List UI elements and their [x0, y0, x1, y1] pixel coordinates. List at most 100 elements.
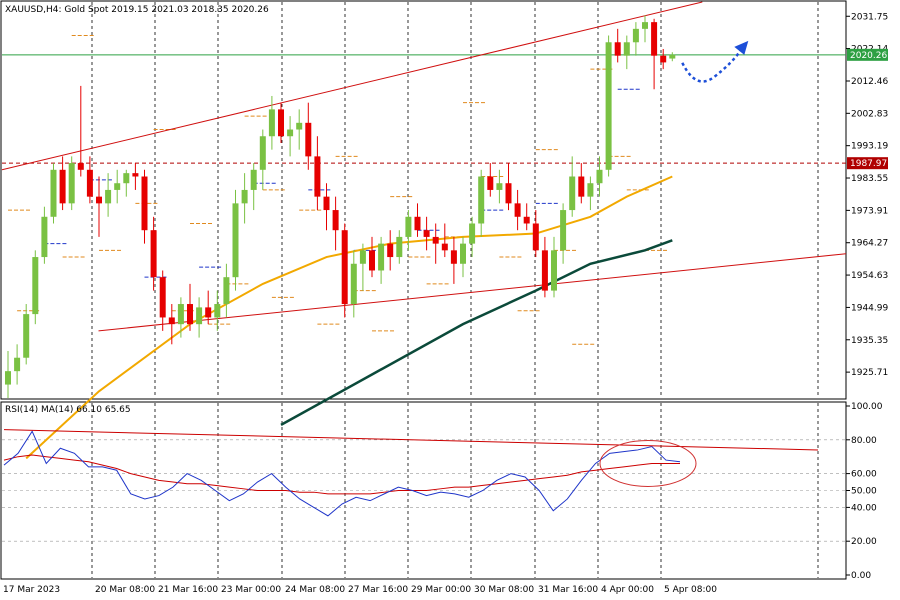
x-tick-label: 17 Mar 2023 — [3, 585, 60, 595]
candle-body — [341, 230, 348, 305]
rsi-y-tick-label: 80.00 — [851, 436, 877, 446]
rsi-y-tick-label: 0.00 — [851, 571, 871, 581]
y-tick-label: 1935.35 — [851, 336, 888, 346]
y-tick-label: 1954.63 — [851, 271, 888, 281]
candle-body — [441, 243, 448, 251]
candle-body — [14, 357, 21, 372]
candle-body — [578, 176, 585, 197]
x-tick-label: 24 Mar 08:00 — [285, 585, 345, 595]
candle-body — [23, 314, 30, 358]
candle-body — [5, 371, 11, 385]
channel-upper-line — [1, 1, 703, 171]
rsi-line — [3, 430, 681, 517]
level-price-box — [847, 157, 888, 170]
candle-body — [660, 55, 667, 63]
x-tick-label: 4 Apr 00:00 — [601, 585, 654, 595]
rsi-y-tick-label: 60.00 — [851, 470, 877, 480]
candle-body — [86, 169, 93, 197]
candle-body — [423, 230, 430, 237]
candle-body — [278, 109, 284, 137]
x-tick-label: 29 Mar 00:00 — [411, 585, 471, 595]
candle-body — [123, 173, 130, 184]
candle-body — [59, 169, 66, 204]
candle-body — [432, 236, 439, 244]
candle-body — [332, 210, 339, 231]
time-axis: 17 Mar 2023 20 Mar 08:00 21 Mar 16:00 23 Ma… — [3, 585, 717, 595]
y-tick-label: 2012.46 — [851, 77, 888, 87]
candle-body — [77, 163, 84, 170]
rsi-y-tick-label: 100.00 — [851, 402, 883, 412]
x-tick-label: 20 Mar 08:00 — [95, 585, 155, 595]
candle-body — [159, 277, 166, 318]
candle-body — [232, 203, 239, 278]
candle-body — [50, 169, 57, 217]
candle-body — [196, 307, 203, 325]
candle-body — [496, 183, 503, 190]
candle-body — [187, 304, 193, 325]
candle-body — [359, 250, 366, 264]
candle-body — [651, 22, 658, 56]
candle-body — [514, 203, 521, 217]
candle-body — [68, 163, 75, 204]
candle-body — [487, 176, 494, 190]
price-panel-frame — [0, 0, 847, 400]
price-axis: 2031.752022.142012.462002.831993.191983.… — [846, 12, 888, 378]
rsi-y-tick-label: 20.00 — [851, 537, 877, 547]
candle-body — [296, 122, 303, 130]
candle-body — [378, 243, 385, 271]
candle-body — [396, 236, 403, 258]
chart-title: XAUUSD,H4: Gold Spot 2019.15 2021.03 201… — [5, 5, 269, 15]
candle-body — [150, 230, 157, 278]
rsi-ma-line — [3, 454, 680, 495]
candle-body — [241, 189, 248, 204]
candle-body — [41, 216, 48, 258]
candle-body — [596, 169, 603, 184]
candle-body — [414, 216, 421, 231]
x-tick-label: 30 Mar 08:00 — [474, 585, 534, 595]
current-price-box — [847, 48, 888, 61]
candle-body — [32, 257, 39, 315]
y-tick-label: 1983.55 — [851, 174, 888, 184]
candle-body — [114, 183, 121, 190]
rsi-y-tick-label: 40.00 — [851, 503, 877, 513]
x-tick-label: 27 Mar 16:00 — [348, 585, 408, 595]
y-tick-label: 2002.83 — [851, 109, 888, 119]
vertical-grid — [91, 2, 819, 578]
candle-body — [460, 243, 466, 264]
candle-body — [314, 156, 321, 197]
candle-body — [569, 176, 576, 211]
x-tick-label: 21 Mar 16:00 — [158, 585, 218, 595]
y-tick-label: 1973.91 — [851, 206, 888, 216]
candle-body — [214, 304, 221, 318]
candle-body — [168, 317, 175, 325]
candle-body — [259, 136, 266, 170]
candle-body — [605, 42, 612, 170]
candle-body — [623, 42, 630, 56]
ma-dark-line — [280, 239, 673, 426]
candle-body — [541, 250, 548, 291]
candle-body — [250, 169, 257, 190]
candle-body — [523, 216, 530, 224]
candle-body — [387, 243, 394, 258]
candle-body — [177, 304, 184, 325]
forecast-arrow-path — [681, 50, 742, 83]
candle-body — [560, 210, 567, 251]
rsi-y-tick-label: 50.00 — [851, 487, 877, 497]
candle-body — [469, 223, 476, 244]
y-tick-label: 1944.99 — [851, 303, 888, 313]
y-tick-label: 2031.75 — [851, 12, 888, 22]
rsi-highlight-ellipse — [599, 439, 697, 487]
candle-body — [614, 42, 621, 56]
rsi-marks — [3, 429, 819, 517]
candle-body — [642, 22, 648, 29]
candle-body — [96, 196, 102, 204]
candle-body — [305, 122, 312, 157]
candle-body — [369, 250, 375, 271]
rsi-title: RSI(14) MA(14) 66.10 65.65 — [5, 405, 131, 415]
candle-body — [669, 54, 676, 59]
candle-body — [587, 183, 594, 197]
candle-body — [268, 109, 275, 137]
candle-body — [132, 173, 139, 177]
ma-yellow-line — [25, 175, 673, 460]
